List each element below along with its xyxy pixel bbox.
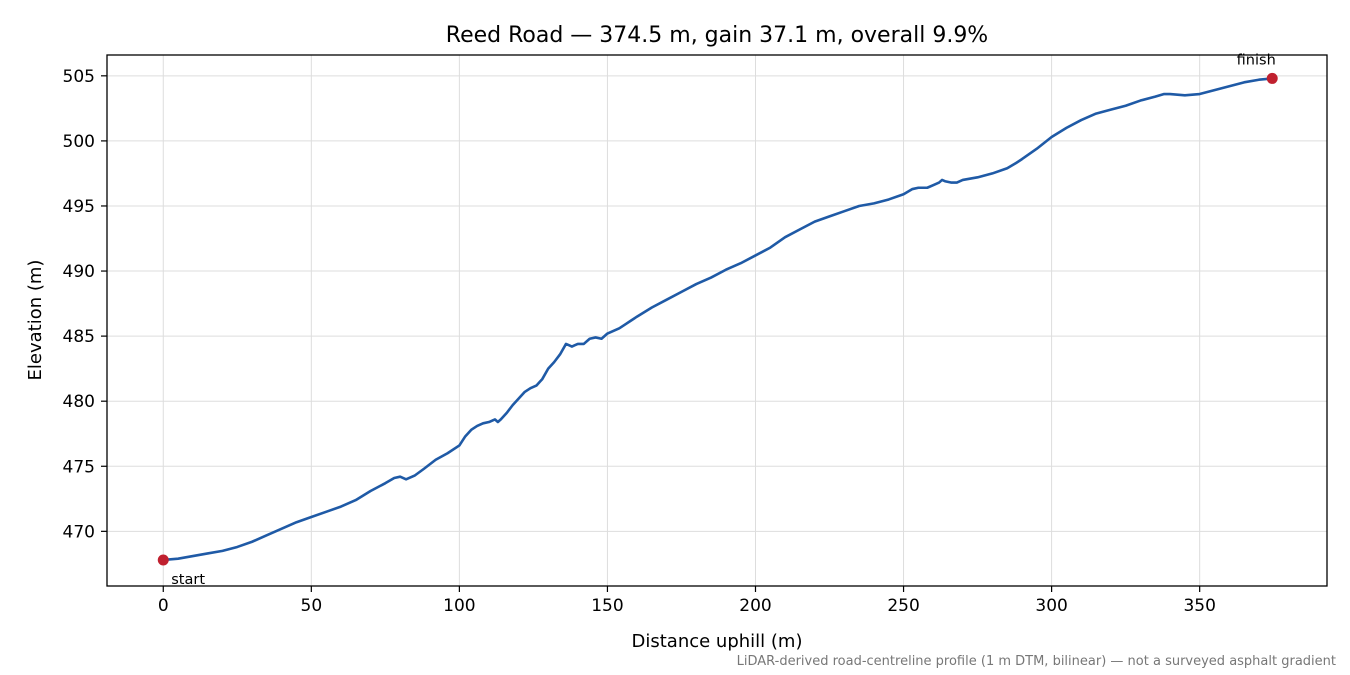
y-tick-label: 475 bbox=[63, 457, 95, 477]
finish-label: finish bbox=[1237, 52, 1276, 68]
axis-ticks: 0 50 100 150 200 250 300 350 470 475 480 485 490 495 5… bbox=[63, 67, 1216, 616]
x-tick-label: 200 bbox=[739, 596, 771, 616]
x-tick-label: 50 bbox=[301, 596, 323, 616]
x-tick-label: 150 bbox=[591, 596, 623, 616]
chart-title: Reed Road — 374.5 m, gain 37.1 m, overal… bbox=[446, 23, 988, 48]
x-tick-label: 250 bbox=[887, 596, 919, 616]
y-tick-label: 480 bbox=[63, 392, 95, 412]
y-axis-label: Elevation (m) bbox=[25, 260, 46, 381]
x-axis-label: Distance uphill (m) bbox=[632, 631, 803, 652]
y-tick-label: 500 bbox=[63, 132, 95, 152]
plot-frame bbox=[106, 54, 1328, 587]
y-tick-label: 495 bbox=[63, 197, 95, 217]
y-tick-label: 505 bbox=[63, 67, 95, 87]
y-tick-label: 490 bbox=[63, 262, 95, 282]
x-tick-label: 300 bbox=[1035, 596, 1067, 616]
footnote: LiDAR-derived road-centreline profile (1… bbox=[737, 654, 1336, 669]
x-tick-label: 0 bbox=[158, 596, 169, 616]
finish-marker bbox=[1266, 72, 1278, 84]
start-marker bbox=[157, 554, 169, 566]
grid bbox=[107, 55, 1327, 586]
elevation-profile-line bbox=[161, 77, 1274, 562]
x-tick-label: 100 bbox=[443, 596, 475, 616]
y-tick-label: 470 bbox=[63, 522, 95, 542]
y-tick-label: 485 bbox=[63, 327, 95, 347]
data-layer: start finish bbox=[157, 52, 1278, 588]
start-label: start bbox=[171, 572, 205, 588]
x-tick-label: 350 bbox=[1183, 596, 1215, 616]
